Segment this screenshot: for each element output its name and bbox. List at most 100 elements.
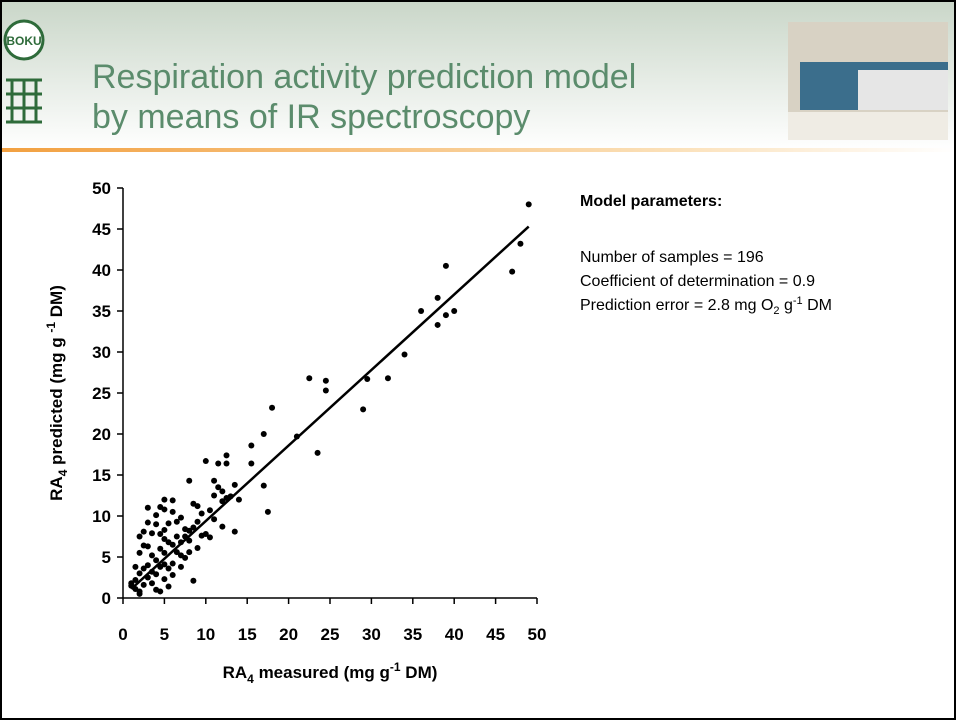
- point: [169, 560, 176, 567]
- point: [223, 460, 230, 467]
- point: [144, 543, 151, 550]
- superscript: -1: [44, 322, 58, 333]
- point: [132, 563, 139, 570]
- point: [153, 512, 160, 519]
- point: [260, 482, 267, 489]
- photo-instrument-panel: [858, 70, 948, 110]
- x-tick-label: 25: [321, 625, 340, 644]
- point: [173, 518, 180, 525]
- logo: BOKU: [3, 19, 45, 124]
- point: [231, 481, 238, 488]
- point: [434, 294, 441, 301]
- y-tick-label: 20: [92, 425, 111, 444]
- x-tick-label: 30: [362, 625, 381, 644]
- point: [219, 498, 226, 505]
- point: [442, 262, 449, 269]
- title-line: by means of IR spectroscopy: [92, 98, 530, 136]
- point: [148, 552, 155, 559]
- point: [235, 496, 242, 503]
- point: [509, 268, 516, 275]
- x-tick-label: 35: [403, 625, 422, 644]
- point: [157, 531, 164, 538]
- y-tick-label: 35: [92, 302, 111, 321]
- y-tick-label: 0: [102, 589, 111, 608]
- y-tick-label: 45: [92, 220, 111, 239]
- point: [136, 590, 143, 597]
- point: [360, 406, 367, 413]
- point: [173, 549, 180, 556]
- x-tick-label: 5: [160, 625, 169, 644]
- point: [165, 583, 172, 590]
- point: [211, 477, 218, 484]
- y-tick-label: 25: [92, 384, 111, 403]
- point: [161, 576, 168, 583]
- point: [190, 577, 197, 584]
- point: [182, 554, 189, 561]
- point: [223, 452, 230, 459]
- point: [161, 526, 168, 533]
- superscript: -1: [390, 660, 401, 674]
- text: Prediction error = 2.8 mg O: [580, 297, 773, 314]
- x-axis-label: RA4 measured (mg g-1 DM): [223, 660, 438, 686]
- text: predicted (mg g: [47, 333, 66, 470]
- point: [148, 530, 155, 537]
- point: [211, 492, 218, 499]
- text: Number of samples = 196: [580, 249, 764, 266]
- logo-text: BOKU: [6, 34, 41, 48]
- point: [206, 507, 213, 514]
- point: [169, 497, 176, 504]
- point: [264, 508, 271, 515]
- point: [165, 520, 172, 527]
- point: [157, 545, 164, 552]
- point: [525, 201, 532, 208]
- parameter-line: Coefficient of determination = 0.9: [580, 273, 815, 290]
- point: [144, 519, 151, 526]
- text: RA: [223, 663, 248, 682]
- text: measured (mg g: [254, 663, 390, 682]
- point: [177, 563, 184, 570]
- point: [314, 449, 321, 456]
- point: [140, 581, 147, 588]
- point: [182, 526, 189, 533]
- point: [177, 514, 184, 521]
- point: [194, 544, 201, 551]
- point: [161, 496, 168, 503]
- point: [206, 534, 213, 541]
- y-tick-label: 50: [92, 179, 111, 198]
- y-tick-label: 30: [92, 343, 111, 362]
- x-tick-label: 20: [279, 625, 298, 644]
- point: [157, 588, 164, 595]
- text: DM): [401, 663, 438, 682]
- point: [269, 404, 276, 411]
- point: [418, 308, 425, 314]
- text: DM): [47, 285, 66, 322]
- point: [140, 565, 147, 572]
- point: [211, 516, 218, 523]
- y-tick-label: 10: [92, 507, 111, 526]
- point: [169, 508, 176, 515]
- subscript: 4: [247, 672, 254, 686]
- point: [517, 240, 524, 247]
- photo: [788, 22, 948, 140]
- point: [169, 572, 176, 579]
- point: [136, 533, 143, 540]
- point: [442, 312, 449, 319]
- point: [190, 524, 197, 531]
- x-tick-label: 40: [445, 625, 464, 644]
- point: [248, 442, 255, 449]
- point: [136, 570, 143, 577]
- text: DM: [803, 297, 832, 314]
- point: [401, 351, 408, 358]
- point: [202, 531, 209, 538]
- x-tick-label: 15: [238, 625, 257, 644]
- header-rule: [0, 148, 956, 152]
- parameter-line: Prediction error = 2.8 mg O2 g-1 DM: [580, 295, 832, 317]
- y-tick-label: 5: [102, 548, 111, 567]
- point: [140, 528, 147, 535]
- parameters-heading: Model parameters:: [580, 193, 722, 210]
- subscript: 2: [773, 305, 779, 317]
- y-axis-label: RA4 predicted (mg g -1 DM): [44, 285, 70, 501]
- point: [219, 523, 226, 530]
